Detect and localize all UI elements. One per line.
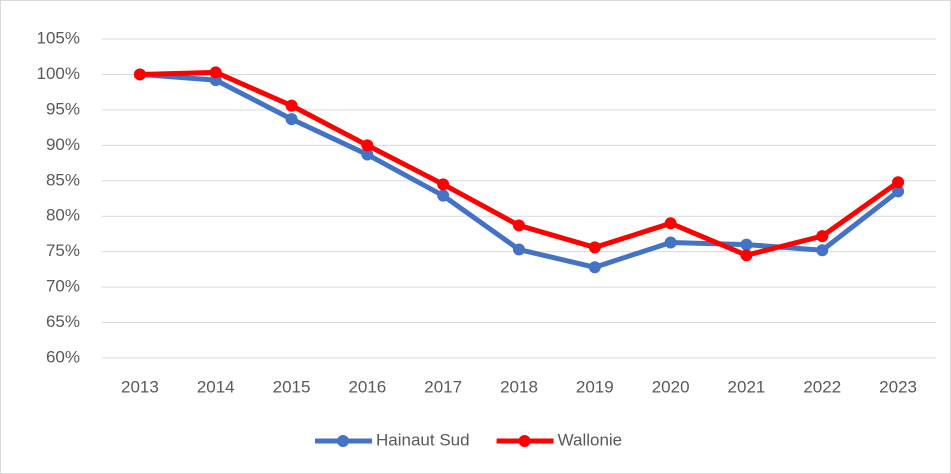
x-tick-label: 2018 — [500, 377, 538, 396]
x-tick-label: 2016 — [348, 377, 386, 396]
y-tick-label: 60% — [46, 347, 80, 366]
y-tick-label: 85% — [46, 170, 80, 189]
series-marker — [437, 178, 450, 191]
series-marker — [740, 249, 753, 262]
y-tick-label: 80% — [46, 206, 80, 225]
legend-label: Hainaut Sud — [376, 430, 470, 449]
series-marker — [588, 261, 601, 274]
series-marker — [664, 236, 677, 249]
x-tick-label: 2023 — [879, 377, 917, 396]
series-marker — [892, 185, 905, 198]
series-marker — [285, 113, 298, 126]
y-tick-label: 95% — [46, 99, 80, 118]
series-marker — [285, 99, 298, 112]
x-tick-label: 2019 — [576, 377, 614, 396]
series-marker — [740, 238, 753, 251]
legend-marker — [518, 435, 531, 447]
series-marker — [133, 68, 146, 81]
x-tick-label: 2013 — [121, 377, 159, 396]
series-marker — [361, 148, 374, 161]
series-marker — [513, 219, 525, 232]
series-marker — [664, 217, 677, 230]
series-marker — [816, 244, 829, 257]
series-marker — [361, 139, 374, 152]
series-marker — [588, 241, 601, 254]
y-tick-label: 100% — [37, 64, 80, 83]
y-tick-label: 75% — [46, 241, 80, 260]
y-tick-label: 65% — [46, 312, 80, 331]
y-tick-label: 105% — [37, 28, 80, 47]
x-tick-label: 2015 — [273, 377, 311, 396]
x-tick-label: 2022 — [803, 377, 841, 396]
y-tick-label: 90% — [46, 135, 80, 154]
legend-label: Wallonie — [558, 430, 623, 449]
x-tick-label: 2021 — [728, 377, 766, 396]
series-marker — [892, 176, 905, 189]
series-marker — [437, 189, 450, 202]
x-tick-label: 2020 — [652, 377, 690, 396]
series-marker — [816, 230, 829, 243]
x-tick-label: 2017 — [424, 377, 462, 396]
legend-marker — [337, 435, 349, 447]
series-marker — [513, 243, 525, 256]
y-tick-label: 70% — [46, 277, 80, 296]
x-tick-label: 2014 — [197, 377, 235, 396]
series-marker — [209, 66, 222, 79]
